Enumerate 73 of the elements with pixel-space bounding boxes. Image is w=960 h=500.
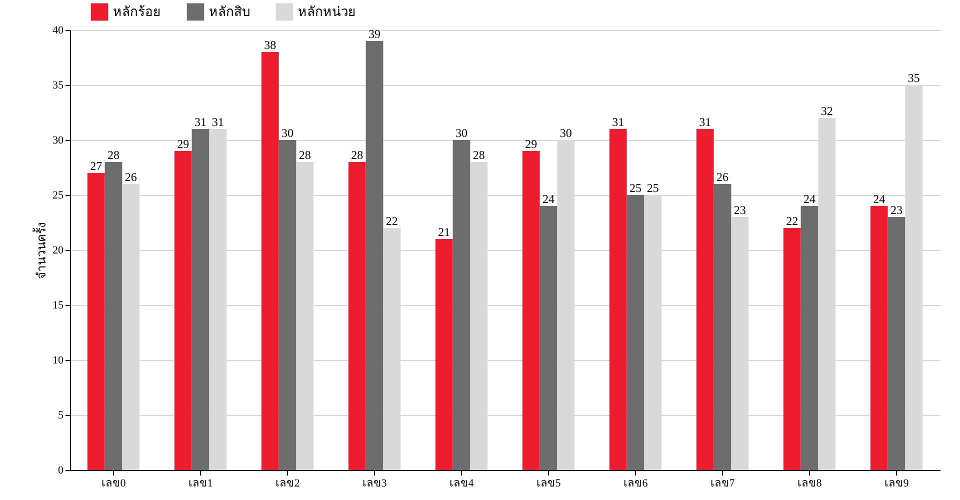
data-label: 23 — [734, 203, 746, 217]
y-tick-label: 40 — [52, 24, 64, 36]
data-label: 22 — [386, 214, 398, 228]
bar — [87, 173, 105, 470]
data-label: 30 — [560, 126, 572, 140]
y-tick-label: 30 — [52, 134, 64, 146]
bar — [104, 162, 122, 470]
legend-label: หลักสิบ — [209, 4, 250, 19]
data-label: 28 — [108, 148, 120, 162]
x-tick-label: เลข7 — [710, 478, 736, 490]
legend-label: หลักร้อย — [113, 4, 161, 19]
bar — [192, 129, 210, 470]
bar — [174, 151, 192, 470]
data-label: 26 — [124, 170, 137, 184]
data-label: 30 — [456, 126, 468, 140]
data-label: 26 — [716, 170, 728, 184]
data-label: 23 — [890, 203, 902, 217]
bar — [714, 184, 732, 470]
data-label: 29 — [177, 137, 190, 151]
bar — [261, 52, 279, 470]
data-label: 25 — [646, 181, 659, 195]
data-label: 28 — [472, 148, 485, 162]
y-tick-label: 25 — [52, 190, 64, 202]
data-label: 24 — [804, 192, 816, 206]
data-label: 24 — [873, 192, 886, 206]
x-tick-label: เลข1 — [188, 478, 213, 490]
data-label: 30 — [282, 126, 294, 140]
data-label: 31 — [699, 115, 712, 129]
y-tick-label: 0 — [58, 464, 64, 476]
y-tick-label: 15 — [52, 300, 64, 312]
x-tick-label: เลข6 — [623, 478, 648, 490]
y-tick-label: 10 — [52, 354, 64, 366]
data-label: 28 — [298, 148, 311, 162]
x-tick-label: เลข3 — [362, 478, 388, 490]
data-label: 24 — [542, 192, 554, 206]
data-label: 31 — [612, 115, 624, 129]
data-label: 39 — [368, 27, 380, 41]
bar — [522, 151, 540, 470]
y-tick-label: 35 — [52, 80, 64, 92]
bar — [800, 206, 818, 470]
bar — [696, 129, 714, 470]
data-label: 31 — [194, 115, 206, 129]
bar — [435, 239, 453, 470]
data-label: 21 — [438, 225, 450, 239]
data-label: 35 — [908, 71, 920, 85]
y-axis-title: จำนวนครั้ง — [32, 222, 48, 279]
data-label: 28 — [351, 148, 364, 162]
data-label: 22 — [786, 214, 798, 228]
x-tick-label: เลข9 — [884, 478, 910, 490]
bar — [452, 140, 470, 470]
x-tick-label: เลข5 — [536, 478, 562, 490]
y-tick-label: 5 — [58, 410, 64, 422]
y-tick-label: 20 — [52, 244, 64, 256]
x-tick-label: เลข0 — [101, 478, 126, 490]
data-label: 38 — [264, 38, 276, 52]
data-label: 32 — [820, 104, 833, 118]
bar — [278, 140, 296, 470]
bar — [540, 206, 558, 470]
bar — [888, 217, 906, 470]
bar — [626, 195, 644, 470]
x-tick-label: เลข8 — [797, 478, 822, 490]
bar — [609, 129, 627, 470]
legend-label: หลักหน่วย — [298, 4, 356, 19]
bar — [348, 162, 366, 470]
data-label: 29 — [525, 137, 538, 151]
bar — [870, 206, 888, 470]
bar — [783, 228, 801, 470]
data-label: 27 — [90, 159, 102, 173]
x-tick-label: เลข2 — [275, 478, 300, 490]
x-tick-label: เลข4 — [449, 478, 474, 490]
data-label: 31 — [212, 115, 224, 129]
bar — [366, 41, 384, 470]
data-label: 25 — [630, 181, 642, 195]
